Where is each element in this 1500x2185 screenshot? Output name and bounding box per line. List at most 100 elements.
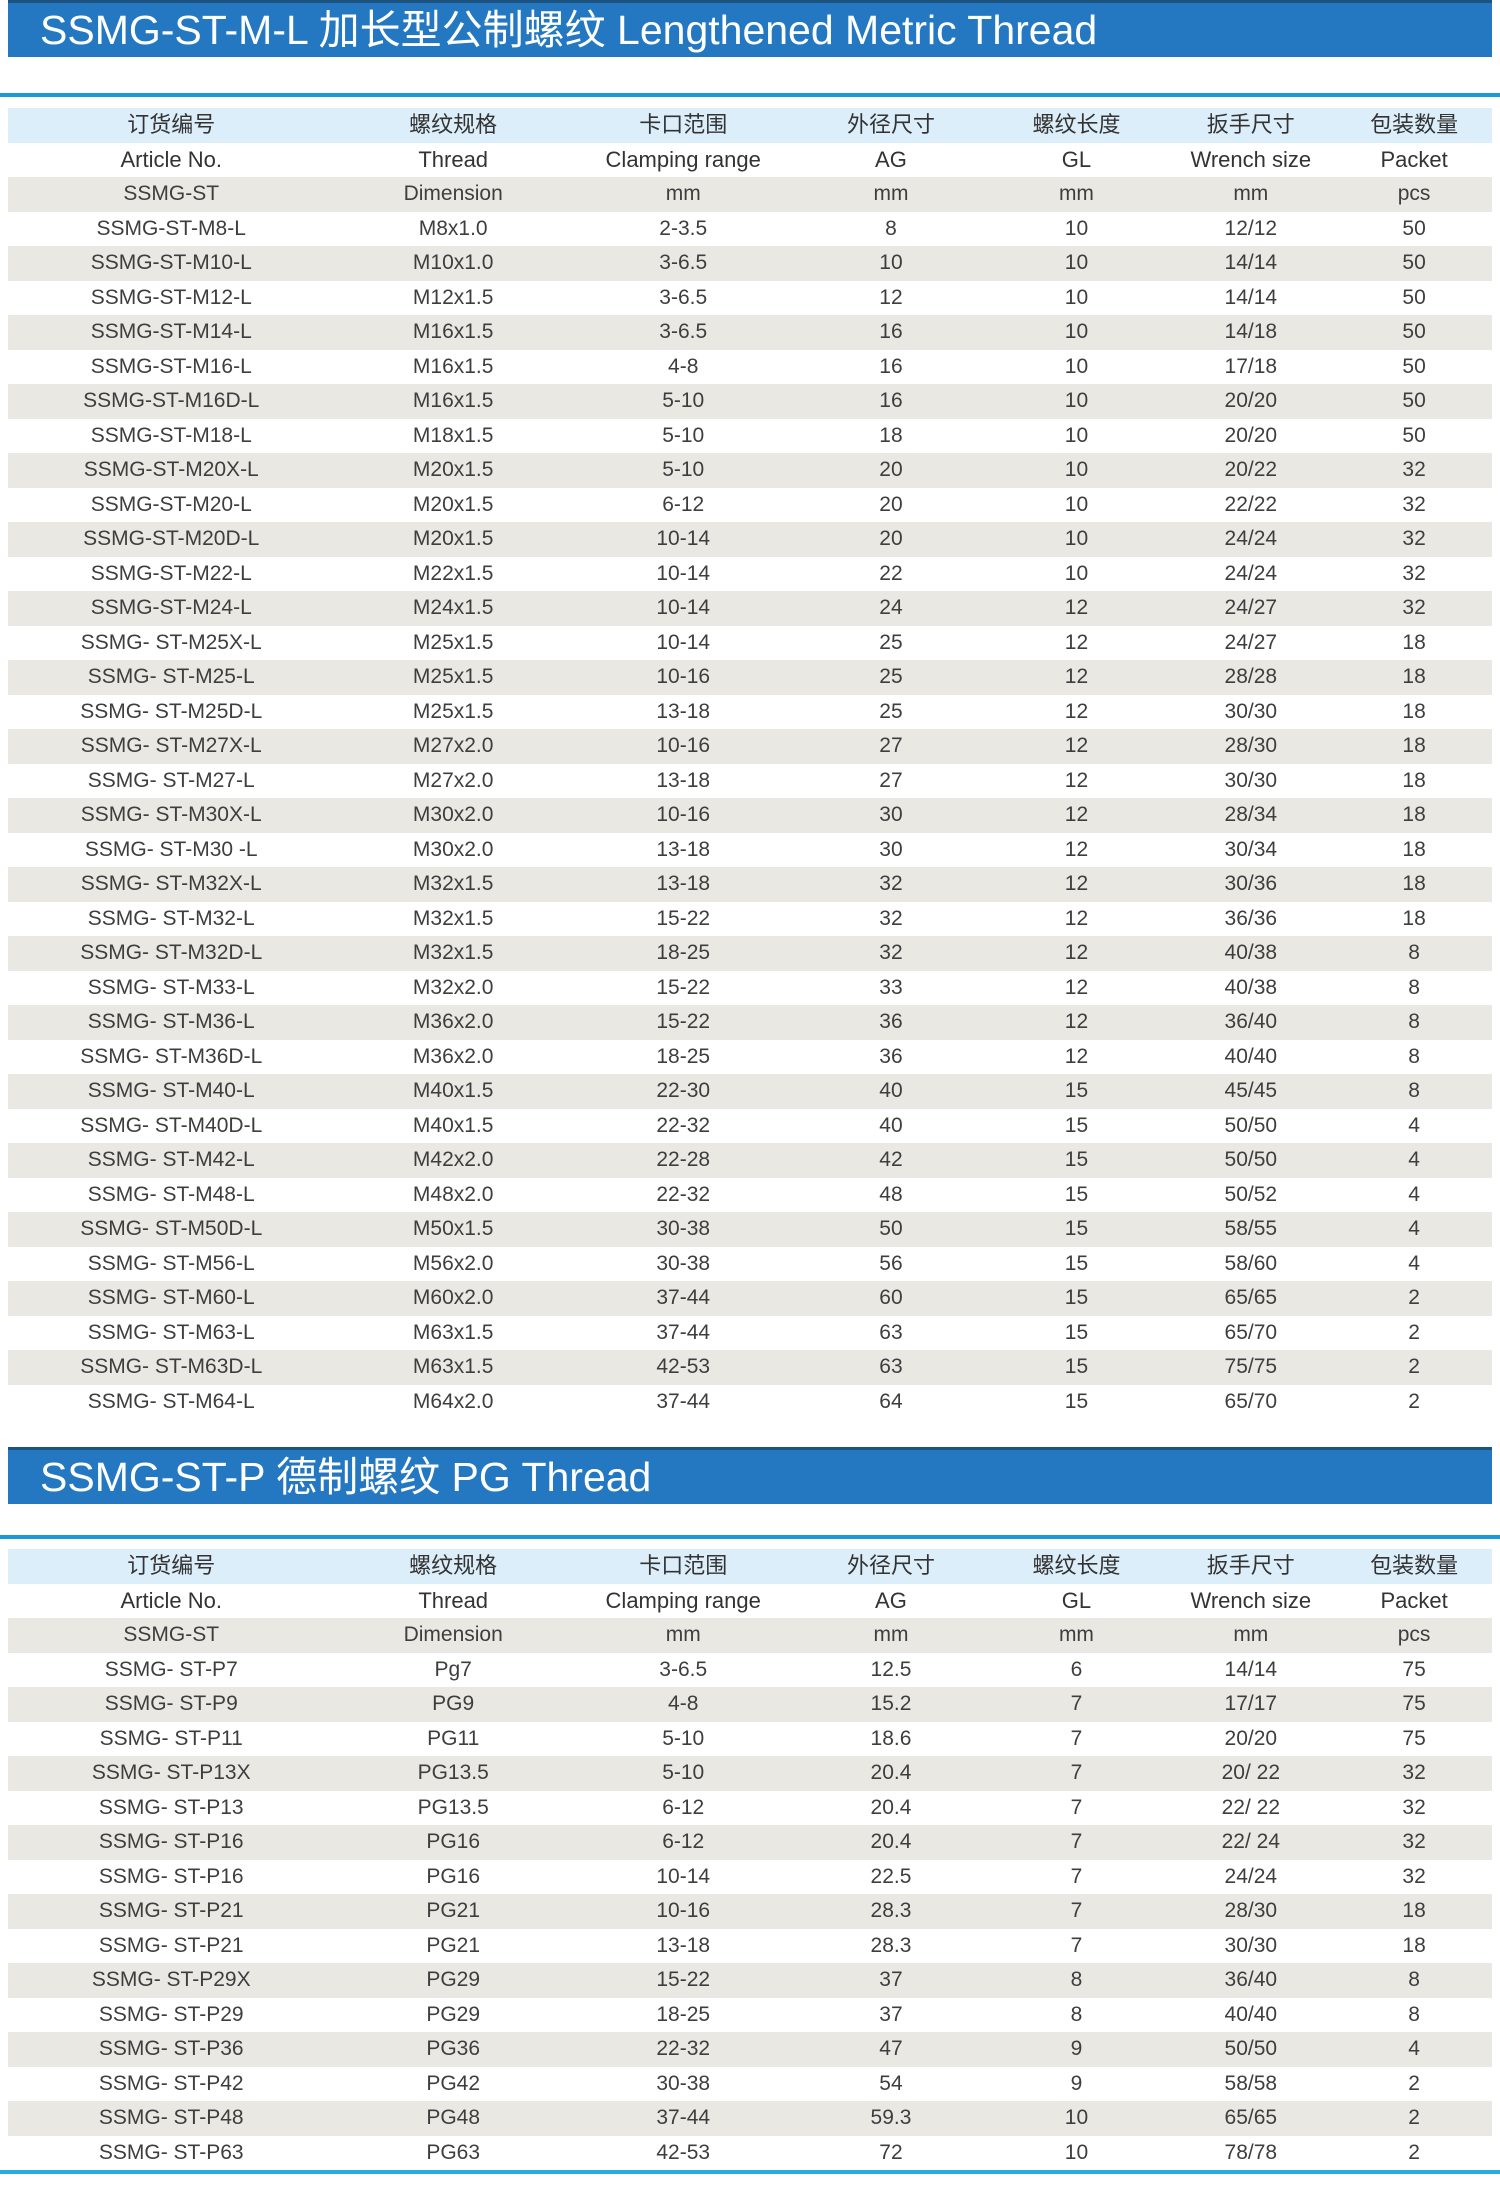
cell: 50 [1402,389,1426,412]
table-row: SSMG- ST-P9 PG9 4-8 15.2 7 17/17 75 [8,1687,1492,1722]
cell: 63 [879,1355,903,1378]
table-row: SSMG-ST-M8-L M8x1.0 2-3.5 8 10 12/12 50 [8,211,1492,246]
header-cell: pcs [1397,182,1431,205]
cell: 15 [1064,1320,1089,1344]
cell: 22-32 [656,1113,711,1137]
cell: 5-10 [662,1726,705,1750]
cell: 20.4 [870,1830,912,1853]
cell: 12 [1064,1044,1089,1068]
cell: 4-8 [668,354,699,378]
cell: SSMG- ST-P63 [98,2140,244,2164]
cell: SSMG- ST-P21 [98,1933,244,1957]
cell: 15 [1064,1113,1089,1137]
cell: 42 [879,1148,903,1171]
cell: 37-44 [656,1286,711,1309]
cell: SSMG- ST-M50D-L [80,1217,263,1240]
cell: 15.2 [870,1692,912,1715]
cell: 22/22 [1224,492,1278,516]
cell: SSMG- ST-M32-L [87,906,255,930]
cell: 50/52 [1224,1182,1278,1206]
bottom-border-line [0,2170,1500,2174]
cell: 28/28 [1224,665,1278,688]
cell: 45/45 [1224,1079,1278,1102]
header-cell: 包装数量 [1370,1553,1459,1578]
table-row: SSMG-ST-M16-L M16x1.5 4-8 16 10 17/18 50 [8,349,1492,384]
header-cell: GL [1061,146,1092,172]
cell: SSMG- ST-P21 [98,1899,244,1922]
cell: 24 [879,596,903,619]
cell: 50 [1402,354,1426,378]
cell: M25x1.5 [412,665,494,688]
cell: M25x1.5 [412,699,494,723]
cell: 9 [1070,2037,1083,2060]
cell: 64 [879,1389,903,1413]
table-row: SSMG- ST-P48 PG48 37-44 59.3 10 65/65 2 [8,2101,1492,2136]
cell: 8 [885,216,897,240]
cell: M60x2.0 [412,1286,494,1309]
cell: PG42 [426,2071,481,2095]
cell: 36/40 [1224,1010,1278,1033]
cell: 22-30 [656,1079,711,1102]
cell: 22-32 [656,2037,711,2060]
cell: SSMG- ST-M56-L [87,1251,255,1275]
header-cell: 卡口范围 [639,1553,728,1578]
cell: 50/50 [1224,1113,1278,1137]
table-row: SSMG-ST-M10-L M10x1.0 3-6.5 10 10 14/14 50 [8,246,1492,281]
cell: PG13.5 [417,1761,489,1784]
cell: 12 [879,285,903,309]
header-cell: mm [873,1623,909,1646]
cell: SSMG- ST-M48-L [87,1182,255,1206]
cell: 18 [879,423,903,447]
cell: 7 [1070,1933,1083,1957]
cell: PG21 [426,1899,481,1922]
cell: 40/38 [1224,975,1278,999]
cell: 30 [879,803,903,826]
table-row: SSMG- ST-M40-L M40x1.5 22-30 40 15 45/45 8 [8,1074,1492,1109]
cell: SSMG- ST-P13 [98,1795,244,1819]
cell: 2 [1408,1355,1420,1378]
cell: 18.6 [870,1726,912,1750]
cell: 10-14 [656,527,711,550]
pg-table-body: SSMG- ST-P7 Pg7 3-6.5 12.5 6 14/14 75 SSMG- ST-… [8,1652,1492,2170]
cell: 36 [879,1044,903,1068]
cell: 12 [1064,630,1089,654]
header-cell: AG [875,1587,907,1613]
cell: PG29 [426,2002,481,2026]
header-cell: 螺纹长度 [1032,112,1121,137]
header-cell: pcs [1397,1623,1431,1646]
metric-thread-table: 订货编号 螺纹规格 卡口范围 外径尺寸 螺纹长度 扳手尺寸 包装数量 Article No.… [8,108,1492,1419]
cell: 10-16 [656,1899,711,1922]
cell: M16x1.5 [412,389,494,412]
cell: 15 [1064,1355,1089,1378]
table-row: SSMG-ST-M20-L M20x1.5 6-12 20 10 22/22 32 [8,487,1492,522]
header-cell: mm [665,1623,701,1646]
table-row: SSMG- ST-P7 Pg7 3-6.5 12.5 6 14/14 75 [8,1652,1492,1687]
cell: 32 [1402,1795,1426,1819]
cell: SSMG-ST-M24-L [90,596,252,619]
cell: 12 [1064,665,1089,688]
cell: 15 [1064,1182,1089,1206]
cell: 7 [1070,1830,1083,1853]
cell: 37-44 [656,2106,711,2129]
cell: SSMG-ST-M16-L [90,354,252,378]
cell: 15 [1064,1079,1089,1102]
header-cell: Packet [1380,146,1448,172]
cell: SSMG- ST-P48 [98,2106,244,2129]
cell: 32 [1402,561,1426,585]
cell: SSMG- ST-P29X [91,1968,251,1991]
cell: SSMG-ST-M16D-L [83,389,260,412]
cell: 10 [1064,2140,1089,2164]
header-cell: mm [1058,1623,1094,1646]
cell: 6-12 [662,492,705,516]
cell: SSMG- ST-M40D-L [80,1113,263,1137]
table-row: SSMG-ST-M24-L M24x1.5 10-14 24 12 24/27 32 [8,591,1492,626]
cell: 65/65 [1224,2106,1278,2129]
cell: 12 [1064,768,1089,792]
cell: 48 [879,1182,903,1206]
cell: 4 [1408,1113,1420,1137]
cell: 75 [1402,1657,1426,1681]
cell: 14/18 [1224,320,1278,343]
cell: 13-18 [656,768,711,792]
cell: 10 [1064,216,1089,240]
table-row: SSMG- ST-M64-L M64x2.0 37-44 64 15 65/70 2 [8,1384,1492,1419]
